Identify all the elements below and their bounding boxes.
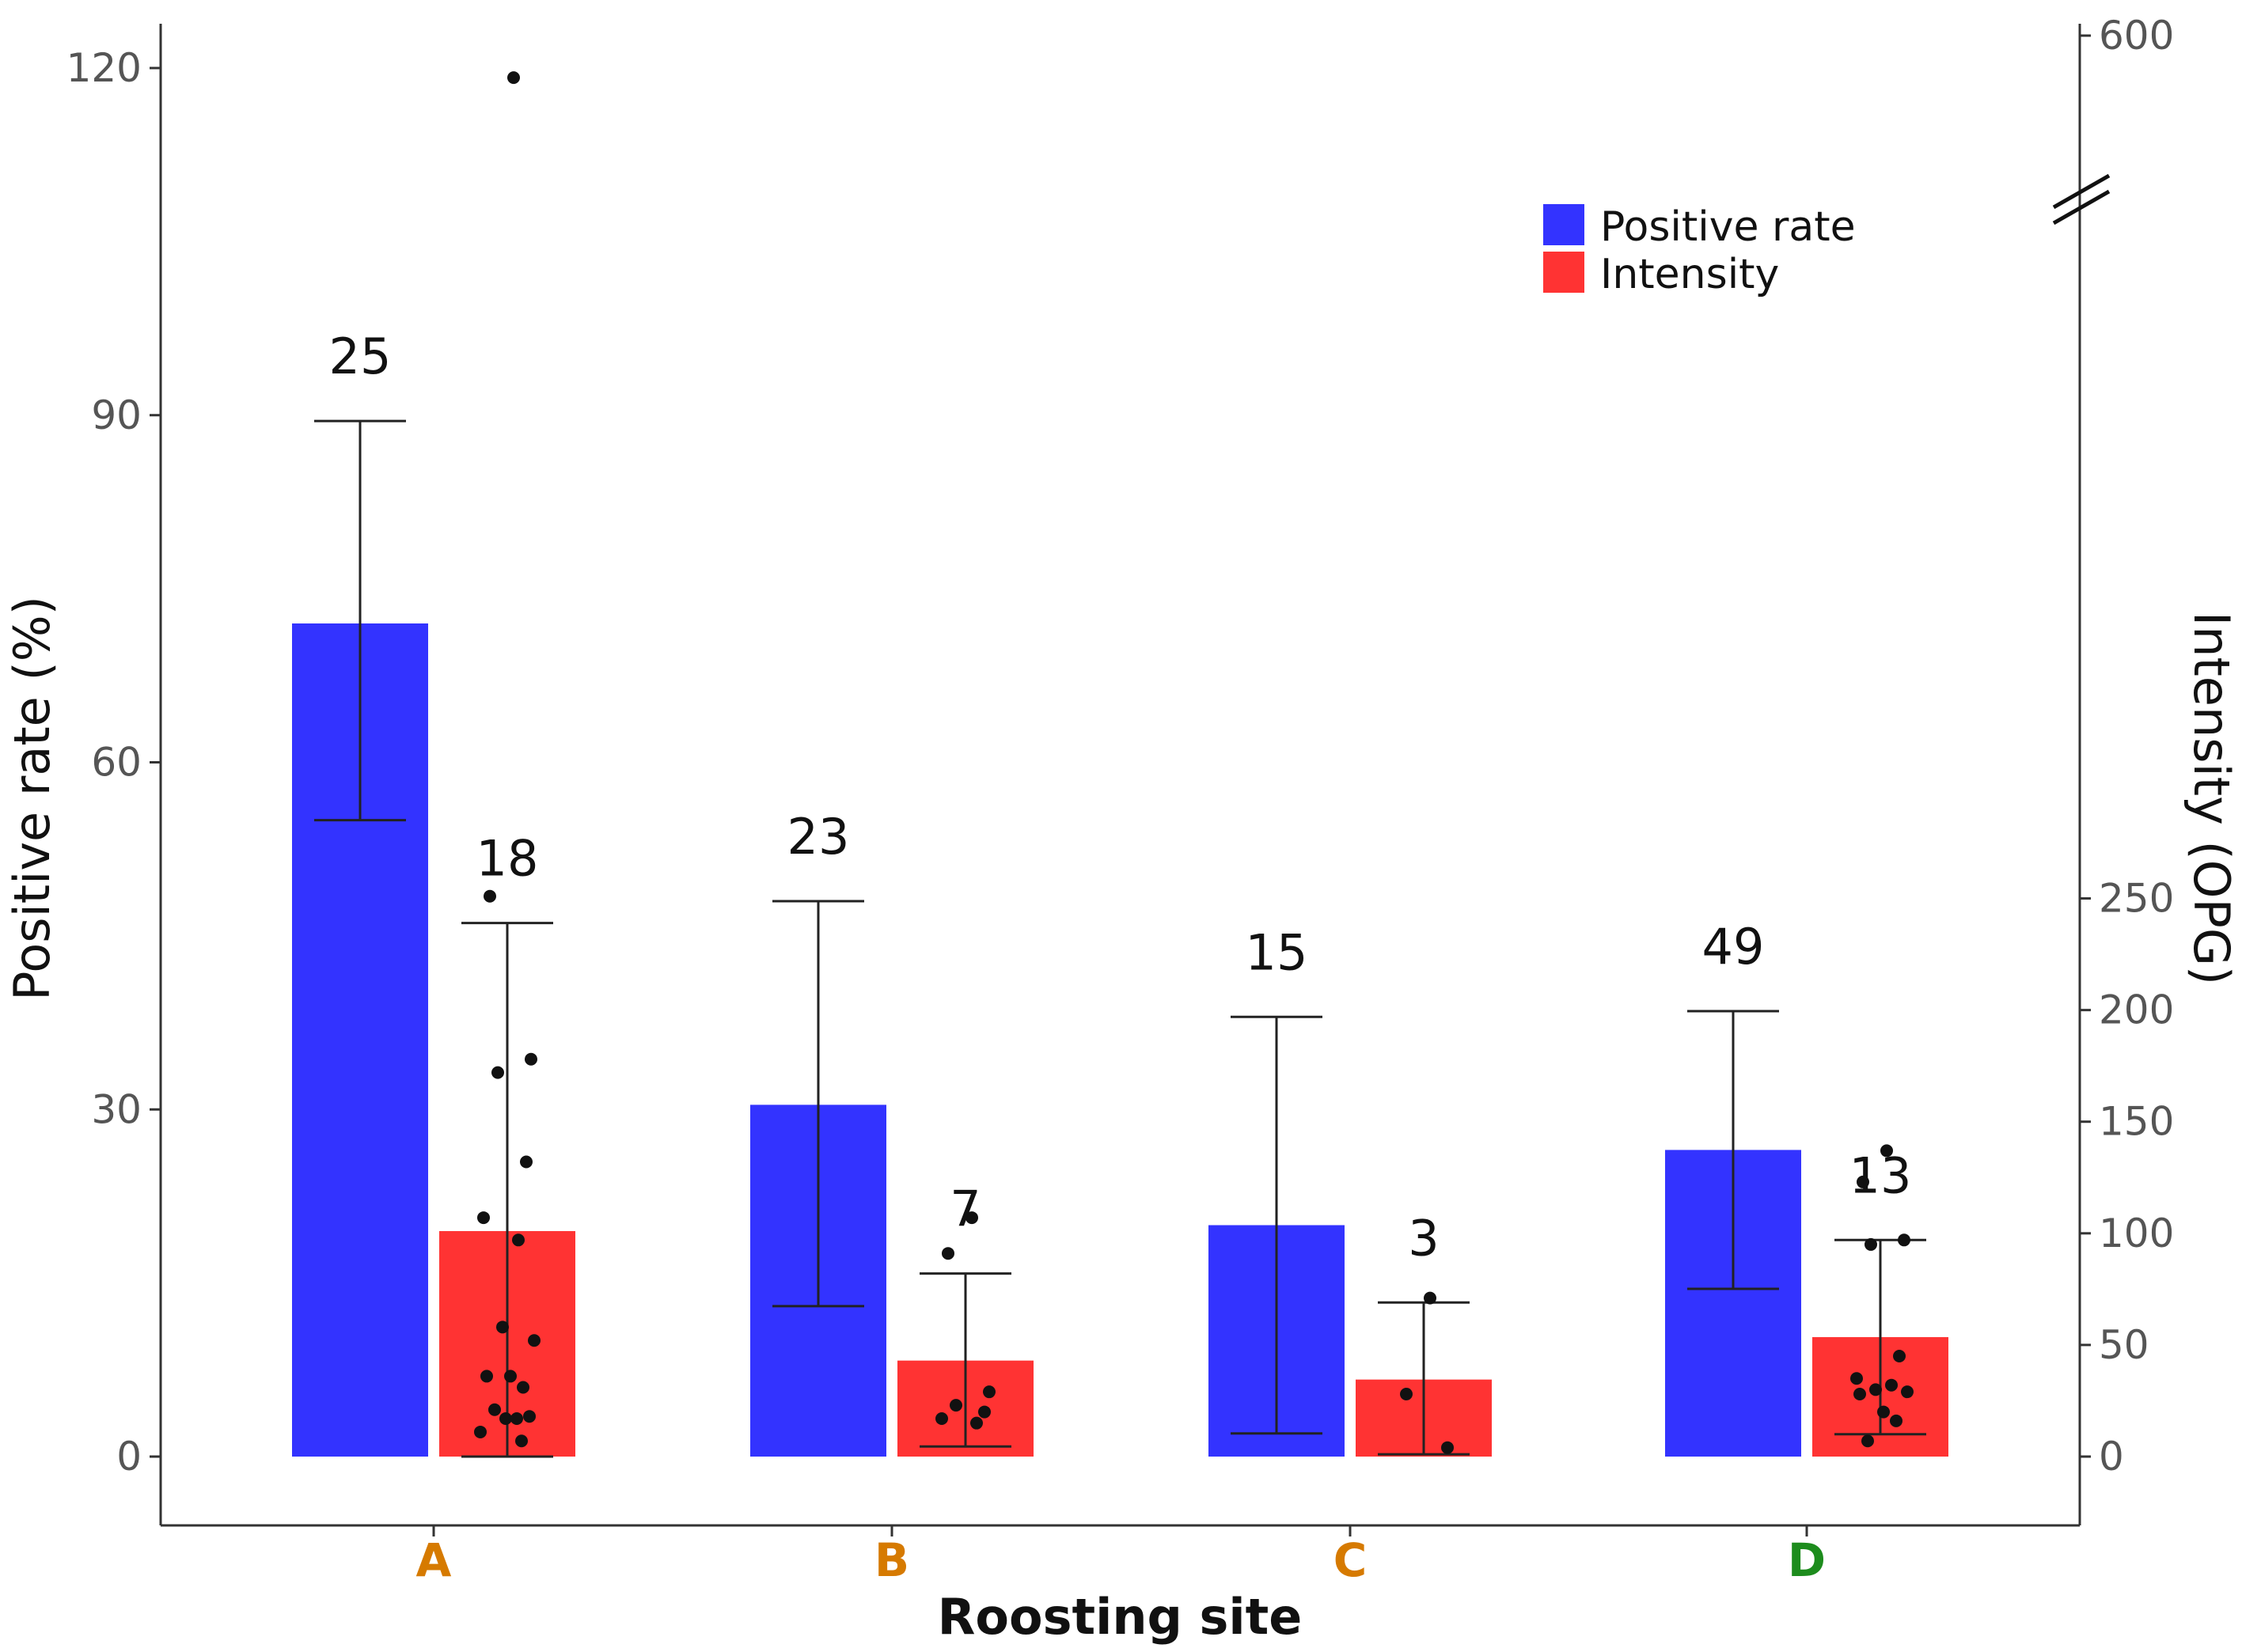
data-point bbox=[1424, 1291, 1436, 1305]
error-bar bbox=[314, 419, 406, 822]
data-point bbox=[528, 1334, 541, 1347]
data-point bbox=[1400, 1387, 1413, 1400]
data-points-layer bbox=[474, 71, 1914, 1454]
data-point bbox=[1861, 1434, 1874, 1448]
data-point bbox=[1893, 1350, 1906, 1363]
error-bar bbox=[1231, 1015, 1322, 1435]
data-point bbox=[484, 889, 496, 903]
left-tick-label: 0 bbox=[116, 1434, 142, 1480]
error-bar bbox=[461, 922, 553, 1458]
legend-label-intensity: Intensity bbox=[1600, 251, 1779, 298]
sample-size-label: 3 bbox=[1408, 1209, 1439, 1267]
sample-size-labels: 25 23 15 49 18 7 3 13 bbox=[329, 328, 1912, 1267]
right-tick-label: 100 bbox=[2099, 1211, 2174, 1256]
error-bar bbox=[772, 900, 864, 1308]
data-point bbox=[512, 1233, 525, 1247]
right-axis-break-mark bbox=[2052, 173, 2111, 225]
data-point bbox=[978, 1405, 991, 1419]
sample-size-label: 15 bbox=[1246, 923, 1308, 981]
data-point bbox=[950, 1399, 962, 1412]
legend-label-positive-rate: Positive rate bbox=[1600, 203, 1856, 251]
data-point bbox=[1857, 1175, 1869, 1188]
data-point bbox=[525, 1052, 537, 1066]
legend-swatch-intensity bbox=[1543, 252, 1584, 293]
data-point bbox=[965, 1211, 978, 1225]
y2-axis-title: Intensity (OPG) bbox=[2183, 612, 2240, 985]
error-bar bbox=[920, 1272, 1011, 1448]
category-label-c: C bbox=[1333, 1533, 1368, 1587]
error-bar bbox=[1687, 1010, 1779, 1290]
data-point bbox=[1898, 1233, 1910, 1247]
data-point bbox=[1877, 1405, 1890, 1419]
data-point bbox=[491, 1066, 504, 1079]
sample-size-label: 25 bbox=[329, 328, 392, 385]
data-point bbox=[935, 1412, 948, 1426]
data-point bbox=[477, 1211, 490, 1225]
right-tick-label: 600 bbox=[2099, 13, 2174, 59]
data-point bbox=[1850, 1372, 1863, 1385]
data-point bbox=[1901, 1385, 1914, 1399]
data-point bbox=[517, 1381, 529, 1394]
data-point bbox=[942, 1247, 954, 1260]
right-tick-label: 200 bbox=[2099, 987, 2174, 1033]
right-axis-ticks: 0 50 100 150 200 250 600 bbox=[2080, 13, 2174, 1480]
sample-size-label: 23 bbox=[787, 808, 850, 866]
data-point bbox=[499, 1412, 512, 1426]
data-point bbox=[523, 1410, 536, 1423]
bars-layer bbox=[292, 623, 1948, 1457]
legend: Positive rate Intensity bbox=[1543, 203, 1856, 298]
data-point bbox=[1885, 1378, 1898, 1392]
category-label-a: A bbox=[416, 1533, 452, 1587]
y-axis-title: Positive rate (%) bbox=[3, 596, 61, 1001]
sample-size-label: 7 bbox=[950, 1180, 981, 1238]
legend-swatch-positive-rate bbox=[1543, 204, 1584, 245]
data-point bbox=[1890, 1414, 1902, 1427]
error-bar bbox=[1378, 1301, 1470, 1456]
sample-size-label: 18 bbox=[476, 830, 539, 888]
data-point bbox=[1865, 1237, 1877, 1251]
data-point bbox=[1880, 1144, 1893, 1158]
error-bar bbox=[1834, 1238, 1926, 1436]
error-bars-layer bbox=[314, 419, 1926, 1458]
sample-size-label: 49 bbox=[1702, 918, 1765, 976]
category-labels: A B C D bbox=[416, 1525, 1826, 1587]
data-point bbox=[515, 1434, 528, 1448]
data-point bbox=[504, 1370, 517, 1383]
category-label-b: B bbox=[874, 1533, 909, 1587]
data-point bbox=[488, 1403, 501, 1416]
left-tick-label: 30 bbox=[91, 1086, 142, 1132]
data-point bbox=[496, 1320, 509, 1334]
right-tick-label: 150 bbox=[2099, 1099, 2174, 1145]
right-tick-label: 50 bbox=[2099, 1322, 2149, 1368]
data-point bbox=[1869, 1383, 1882, 1396]
data-point bbox=[520, 1155, 533, 1169]
left-tick-label: 120 bbox=[66, 45, 142, 91]
x-axis-title: Roosting site bbox=[938, 1588, 1303, 1646]
data-point bbox=[1853, 1387, 1866, 1400]
right-tick-label: 250 bbox=[2099, 876, 2174, 922]
sample-size-label: 13 bbox=[1849, 1146, 1912, 1204]
data-point bbox=[510, 1412, 523, 1426]
data-point bbox=[474, 1425, 487, 1438]
data-point bbox=[1441, 1441, 1454, 1454]
category-label-d: D bbox=[1788, 1533, 1826, 1587]
left-tick-label: 90 bbox=[91, 392, 142, 438]
left-tick-label: 60 bbox=[91, 740, 142, 786]
left-axis-ticks: 0 30 60 90 120 bbox=[66, 45, 161, 1480]
data-point bbox=[970, 1416, 983, 1430]
data-point bbox=[480, 1370, 493, 1383]
data-point bbox=[983, 1385, 996, 1399]
right-tick-label: 0 bbox=[2099, 1434, 2124, 1480]
data-point bbox=[507, 71, 520, 85]
